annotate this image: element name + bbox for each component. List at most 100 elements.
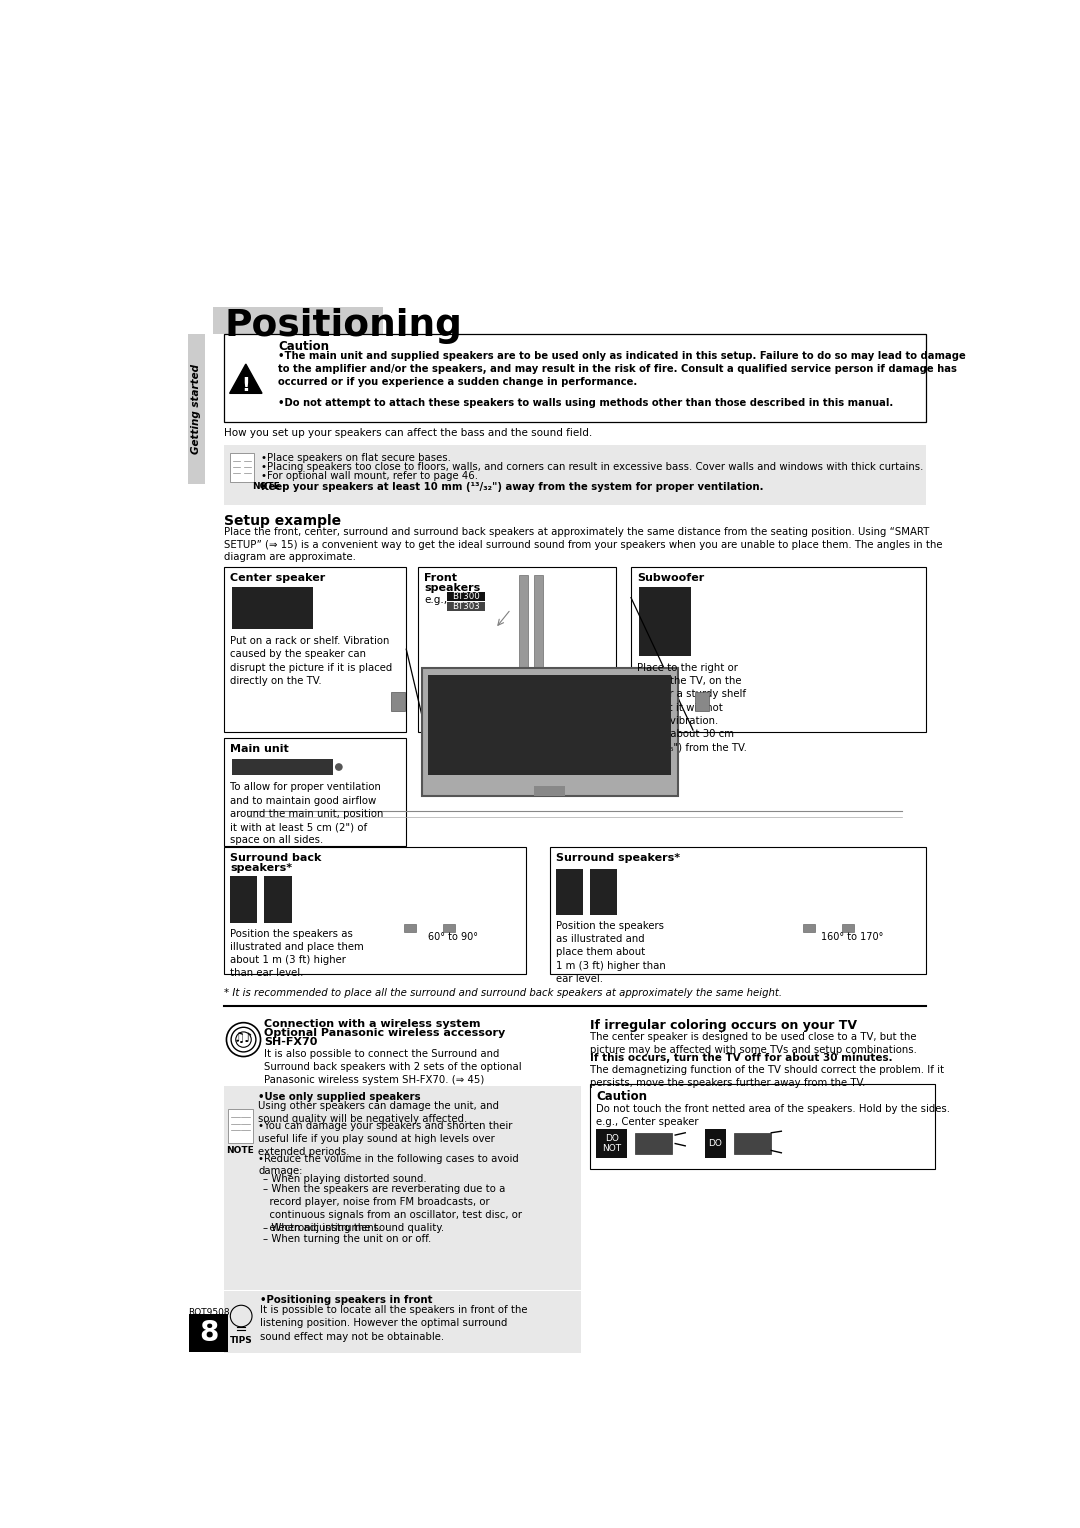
FancyBboxPatch shape	[518, 575, 528, 675]
FancyBboxPatch shape	[189, 1314, 228, 1352]
Text: It is possible to locate all the speakers in front of the
listening position. Ho: It is possible to locate all the speaker…	[260, 1305, 527, 1342]
FancyBboxPatch shape	[515, 675, 531, 680]
FancyBboxPatch shape	[590, 1085, 935, 1169]
FancyBboxPatch shape	[428, 675, 672, 775]
Text: Surround speakers*: Surround speakers*	[556, 853, 680, 863]
Text: 8: 8	[199, 1319, 218, 1348]
Text: •Use only supplied speakers: •Use only supplied speakers	[258, 1093, 421, 1102]
FancyBboxPatch shape	[694, 692, 708, 711]
Text: – When adjusting the sound quality.: – When adjusting the sound quality.	[262, 1222, 444, 1233]
Text: Using other speakers can damage the unit, and
sound quality will be negatively a: Using other speakers can damage the unit…	[258, 1102, 499, 1125]
Text: •For optional wall mount, refer to page 46.: •For optional wall mount, refer to page …	[261, 471, 478, 481]
Text: – When the speakers are reverberating due to a
  record player, noise from FM br: – When the speakers are reverberating du…	[262, 1184, 522, 1233]
Text: e.g., Center speaker: e.g., Center speaker	[596, 1117, 699, 1126]
Text: NOTE: NOTE	[252, 483, 280, 490]
Circle shape	[335, 762, 342, 770]
Text: – When playing distorted sound.: – When playing distorted sound.	[262, 1174, 427, 1184]
Text: NOTE: NOTE	[227, 1146, 254, 1155]
FancyBboxPatch shape	[225, 567, 406, 732]
Text: – When turning the unit on or off.: – When turning the unit on or off.	[262, 1233, 431, 1244]
FancyBboxPatch shape	[590, 868, 617, 915]
Text: Surround back: Surround back	[230, 853, 322, 863]
Text: Optional Panasonic wireless accessory: Optional Panasonic wireless accessory	[265, 1028, 505, 1038]
Text: Setup example: Setup example	[225, 515, 341, 529]
FancyBboxPatch shape	[232, 759, 333, 775]
Text: !: !	[242, 376, 251, 394]
Text: Position the speakers
as illustrated and
place them about
1 m (3 ft) higher than: Position the speakers as illustrated and…	[556, 921, 665, 984]
Text: ♫♪: ♫♪	[234, 1031, 253, 1045]
FancyBboxPatch shape	[404, 924, 416, 932]
Text: Put on a rack or shelf. Vibration
caused by the speaker can
disrupt the picture : Put on a rack or shelf. Vibration caused…	[230, 636, 392, 686]
FancyBboxPatch shape	[225, 1291, 581, 1352]
Text: Place the front, center, surround and surround back speakers at approximately th: Place the front, center, surround and su…	[225, 527, 943, 562]
Text: Center speaker: Center speaker	[230, 573, 325, 584]
FancyBboxPatch shape	[225, 1086, 581, 1290]
Text: speakers: speakers	[424, 584, 481, 593]
FancyBboxPatch shape	[535, 787, 565, 796]
Text: Keep your speakers at least 10 mm (¹³/₃₂") away from the system for proper venti: Keep your speakers at least 10 mm (¹³/₃₂…	[261, 483, 764, 492]
Circle shape	[532, 677, 545, 689]
Text: It is also possible to connect the Surround and
Surround back speakers with 2 se: It is also possible to connect the Surro…	[265, 1048, 522, 1085]
FancyBboxPatch shape	[638, 587, 691, 656]
Text: Caution: Caution	[596, 1091, 647, 1103]
FancyBboxPatch shape	[232, 587, 313, 630]
Text: Front: Front	[424, 573, 457, 584]
FancyBboxPatch shape	[531, 675, 546, 680]
Text: Main unit: Main unit	[230, 744, 289, 753]
Text: To allow for proper ventilation
and to maintain good airflow
around the main uni: To allow for proper ventilation and to m…	[230, 782, 383, 845]
Text: The center speaker is designed to be used close to a TV, but the
picture may be : The center speaker is designed to be use…	[590, 1031, 917, 1056]
Text: DO
NOT: DO NOT	[602, 1134, 621, 1154]
Text: •Reduce the volume in the following cases to avoid
damage:: •Reduce the volume in the following case…	[258, 1154, 519, 1177]
Text: RQT9508: RQT9508	[188, 1308, 229, 1317]
Text: •Placing speakers too close to floors, walls, and corners can result in excessiv: •Placing speakers too close to floors, w…	[261, 461, 923, 472]
Text: 45° to 60°: 45° to 60°	[467, 697, 516, 706]
FancyBboxPatch shape	[225, 445, 926, 506]
Text: The demagnetizing function of the TV should correct the problem. If it
persists,: The demagnetizing function of the TV sho…	[590, 1065, 944, 1088]
Text: •The main unit and supplied speakers are to be used only as indicated in this se: •The main unit and supplied speakers are…	[279, 351, 967, 387]
Text: * It is recommended to place all the surround and surround back speakers at appr: * It is recommended to place all the sur…	[225, 989, 782, 998]
FancyBboxPatch shape	[841, 924, 854, 932]
Text: BT303: BT303	[453, 602, 480, 611]
Text: speakers*: speakers*	[230, 863, 293, 874]
Text: Positioning: Positioning	[225, 307, 462, 344]
FancyBboxPatch shape	[230, 877, 257, 923]
FancyBboxPatch shape	[447, 602, 485, 611]
Text: Subwoofer: Subwoofer	[637, 573, 704, 584]
Text: •Positioning speakers in front: •Positioning speakers in front	[260, 1296, 432, 1305]
Text: Connection with a wireless system: Connection with a wireless system	[265, 1019, 481, 1028]
Text: If irregular coloring occurs on your TV: If irregular coloring occurs on your TV	[590, 1019, 856, 1031]
FancyBboxPatch shape	[188, 333, 205, 484]
FancyBboxPatch shape	[213, 307, 383, 333]
Text: •Place speakers on flat secure bases.: •Place speakers on flat secure bases.	[261, 452, 451, 463]
Text: •Do not attempt to attach these speakers to walls using methods other than those: •Do not attempt to attach these speakers…	[279, 399, 893, 408]
FancyBboxPatch shape	[596, 1129, 627, 1158]
FancyBboxPatch shape	[443, 924, 455, 932]
Text: 60° to 90°: 60° to 90°	[428, 932, 477, 941]
Text: Place to the right or
left of the TV, on the
floor or a sturdy shelf
so that it : Place to the right or left of the TV, on…	[637, 663, 747, 752]
Text: •You can damage your speakers and shorten their
useful life if you play sound at: •You can damage your speakers and shorte…	[258, 1122, 513, 1157]
Text: e.g.,: e.g.,	[424, 594, 447, 605]
Text: 160° to 170°: 160° to 170°	[821, 932, 883, 941]
Text: TIPS: TIPS	[230, 1335, 253, 1345]
Text: SH-FX70: SH-FX70	[265, 1038, 318, 1047]
Text: If this occurs, turn the TV off for about 30 minutes.: If this occurs, turn the TV off for abou…	[590, 1053, 892, 1063]
Text: Do not touch the front netted area of the speakers. Hold by the sides.: Do not touch the front netted area of th…	[596, 1105, 950, 1114]
FancyBboxPatch shape	[734, 1132, 771, 1154]
FancyBboxPatch shape	[230, 452, 254, 483]
FancyBboxPatch shape	[418, 567, 616, 732]
Polygon shape	[230, 364, 262, 393]
FancyBboxPatch shape	[225, 847, 526, 975]
Text: DO: DO	[708, 1138, 723, 1148]
Text: Caution: Caution	[279, 339, 329, 353]
FancyBboxPatch shape	[447, 593, 485, 601]
Text: BT300: BT300	[453, 591, 480, 601]
FancyBboxPatch shape	[550, 847, 926, 975]
FancyBboxPatch shape	[228, 1109, 253, 1143]
FancyBboxPatch shape	[631, 567, 926, 732]
FancyBboxPatch shape	[225, 738, 406, 845]
Text: Getting started: Getting started	[191, 364, 201, 454]
FancyBboxPatch shape	[391, 692, 405, 711]
Text: How you set up your speakers can affect the bass and the sound field.: How you set up your speakers can affect …	[225, 428, 592, 439]
FancyBboxPatch shape	[225, 333, 926, 422]
FancyBboxPatch shape	[635, 1132, 672, 1154]
